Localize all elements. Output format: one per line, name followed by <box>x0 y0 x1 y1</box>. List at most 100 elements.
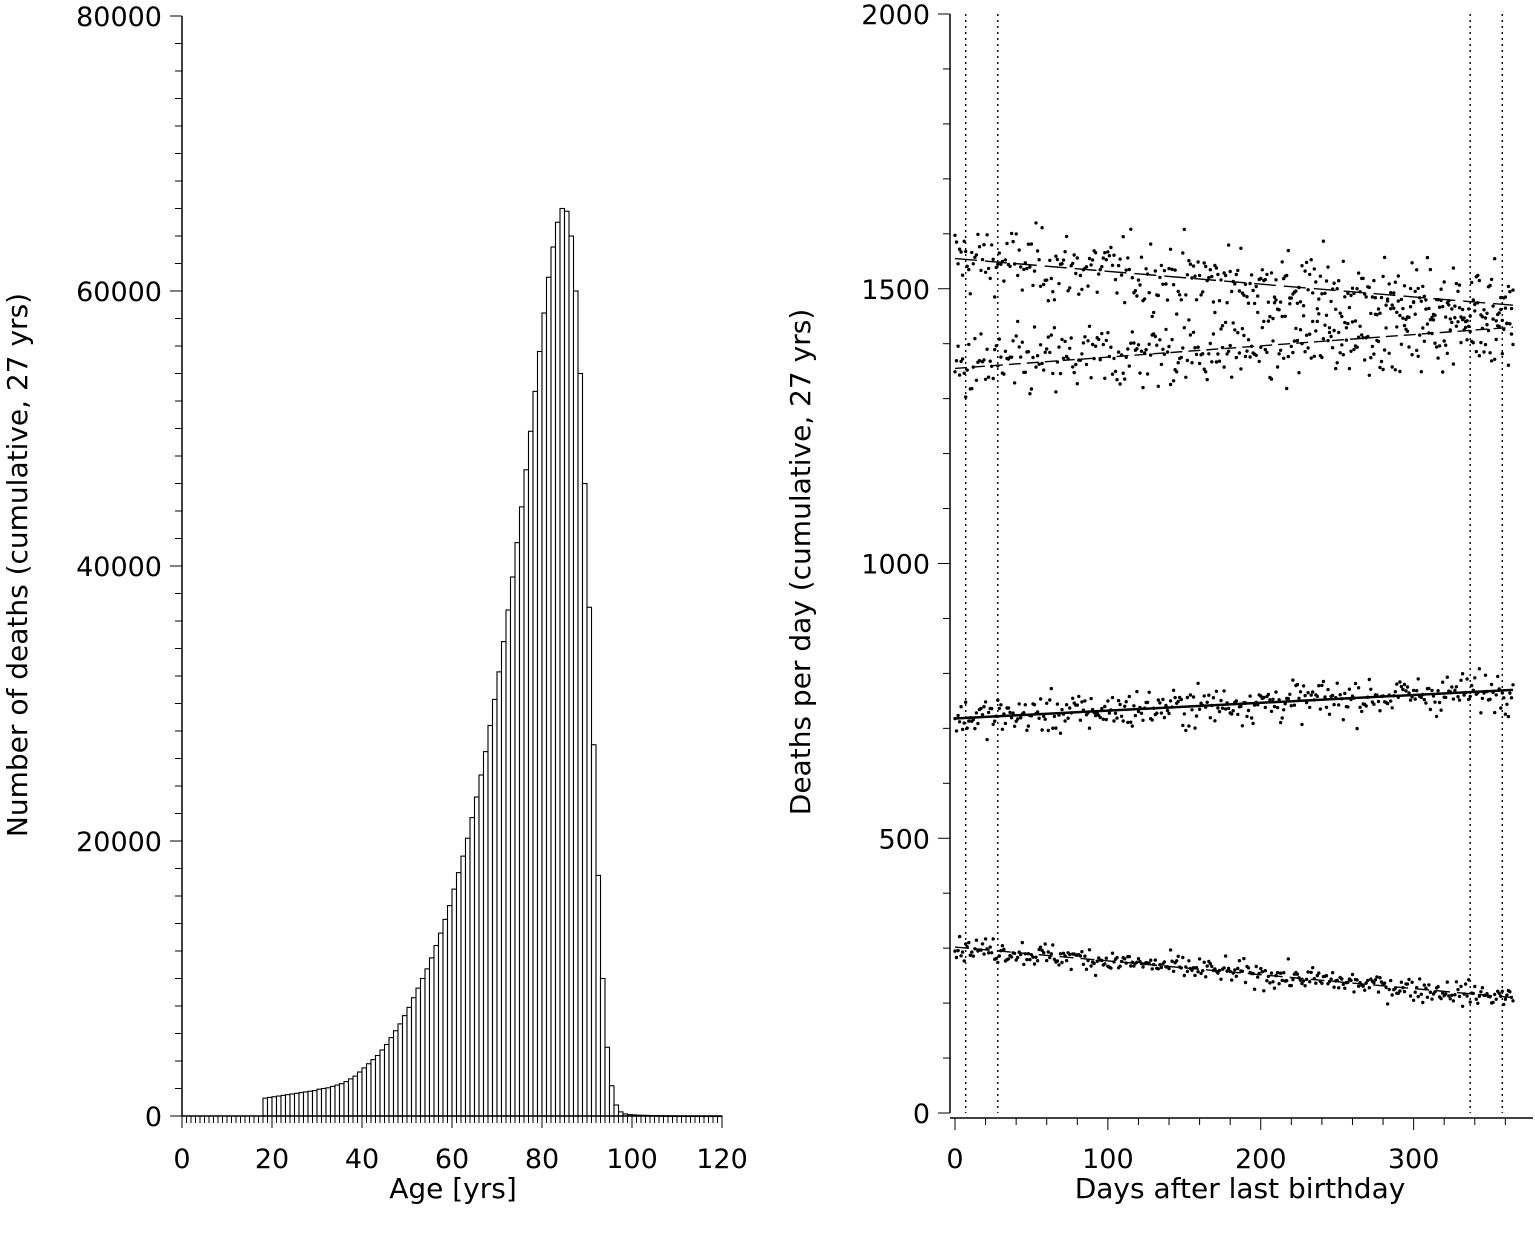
scatter-point <box>1208 268 1213 272</box>
scatter-point <box>1450 993 1454 997</box>
scatter-point <box>1327 326 1332 330</box>
scatter-point <box>1433 990 1437 994</box>
scatter-point <box>1182 227 1187 232</box>
histogram-bar <box>505 609 512 1117</box>
scatter-point <box>1078 954 1083 958</box>
scatter-point <box>962 721 966 725</box>
scatter-point <box>1488 351 1492 355</box>
scatter-point <box>1173 695 1177 700</box>
scatter-point <box>994 344 998 348</box>
scatter-point <box>1315 319 1320 324</box>
scatter-point <box>1347 366 1352 371</box>
scatter-point <box>960 357 965 361</box>
scatter-point <box>1465 319 1469 323</box>
scatter-point <box>1457 994 1462 999</box>
scatter-point <box>1153 334 1158 339</box>
scatter-point <box>1135 347 1139 351</box>
scatter-point <box>991 722 995 726</box>
scatter-point <box>1196 345 1200 349</box>
scatter-point <box>1121 371 1125 375</box>
scatter-point <box>967 267 971 272</box>
scatter-point <box>1398 989 1402 993</box>
scatter-point <box>1382 981 1387 985</box>
scatter-point <box>1084 265 1089 269</box>
scatter-point <box>1127 694 1132 699</box>
scatter-point <box>1034 365 1038 369</box>
scatter-point <box>1222 271 1226 275</box>
histogram-bar <box>550 246 557 1117</box>
scatter-point <box>1068 346 1072 350</box>
scatter-point <box>1016 717 1020 721</box>
scatter-point <box>1202 960 1206 964</box>
scatter-point <box>1500 352 1505 356</box>
scatter-point <box>1390 303 1394 307</box>
scatter-point <box>1158 701 1162 705</box>
histogram-bar <box>338 1083 345 1117</box>
scatter-point <box>1193 274 1197 278</box>
scatter-point <box>1395 310 1399 314</box>
scatter-point <box>1311 690 1315 694</box>
histogram-bar <box>541 312 548 1117</box>
scatter-point <box>1347 687 1352 691</box>
scatter-points <box>953 221 1515 1008</box>
scatter-point <box>1017 248 1021 252</box>
histogram-bar <box>608 1085 615 1117</box>
scatter-point <box>1077 694 1081 699</box>
scatter-point <box>1280 716 1284 720</box>
scatter-point <box>1416 286 1420 291</box>
scatter-point <box>986 710 991 715</box>
scatter-point <box>1129 227 1133 231</box>
scatter-point <box>1447 994 1451 998</box>
scatter-point <box>1252 301 1257 306</box>
histogram-bar <box>284 1094 291 1117</box>
scatter-point <box>1162 268 1167 273</box>
scatter-point <box>1275 365 1280 369</box>
scatter-point <box>1000 944 1005 948</box>
scatter-point <box>1367 373 1372 377</box>
histogram-bar <box>266 1096 273 1117</box>
histogram-bar <box>568 235 575 1117</box>
scatter-point <box>1141 965 1145 969</box>
scatter-point <box>1097 337 1101 342</box>
scatter-point <box>1256 975 1260 979</box>
scatter-point <box>1130 276 1135 280</box>
scatter-point <box>1378 976 1382 980</box>
histogram-bar <box>343 1081 350 1117</box>
scatter-point <box>1087 324 1092 328</box>
scatter-point <box>1026 350 1031 354</box>
scatter-point <box>1373 296 1378 300</box>
scatter-point <box>1308 272 1312 277</box>
scatter-point <box>1100 265 1104 269</box>
scatter-point <box>1509 306 1514 311</box>
scatter-point <box>1170 959 1174 963</box>
scatter-point <box>1485 323 1489 327</box>
scatter-y-axis-label: Deaths per day (cumulative, 27 yrs) <box>784 309 817 815</box>
scatter-point <box>1202 694 1206 698</box>
scatter-point <box>1477 354 1482 358</box>
scatter-point <box>1175 312 1179 316</box>
scatter-point <box>1353 681 1358 686</box>
scatter-point <box>1456 289 1460 293</box>
scatter-point <box>1465 994 1469 998</box>
scatter-point <box>1349 293 1353 298</box>
scatter-point <box>1242 333 1246 338</box>
scatter-point <box>1191 264 1196 268</box>
scatter-point <box>1045 958 1049 963</box>
scatter-point <box>1179 966 1184 970</box>
scatter-point <box>1398 369 1402 374</box>
scatter-point <box>1123 704 1127 708</box>
scatter-point <box>1052 326 1057 330</box>
scatter-point <box>1228 343 1232 348</box>
scatter-point <box>1467 978 1471 982</box>
scatter-point <box>1239 246 1243 250</box>
scatter-point <box>1087 256 1092 261</box>
histogram-bar <box>307 1090 314 1117</box>
scatter-point <box>990 243 994 247</box>
scatter-point <box>1245 714 1249 719</box>
scatter-point <box>1242 293 1246 297</box>
scatter-point <box>1303 269 1307 273</box>
scatter-point <box>1419 370 1424 374</box>
scatter-point <box>1093 251 1098 255</box>
scatter-point <box>1355 345 1359 349</box>
scatter-point <box>1093 973 1098 978</box>
